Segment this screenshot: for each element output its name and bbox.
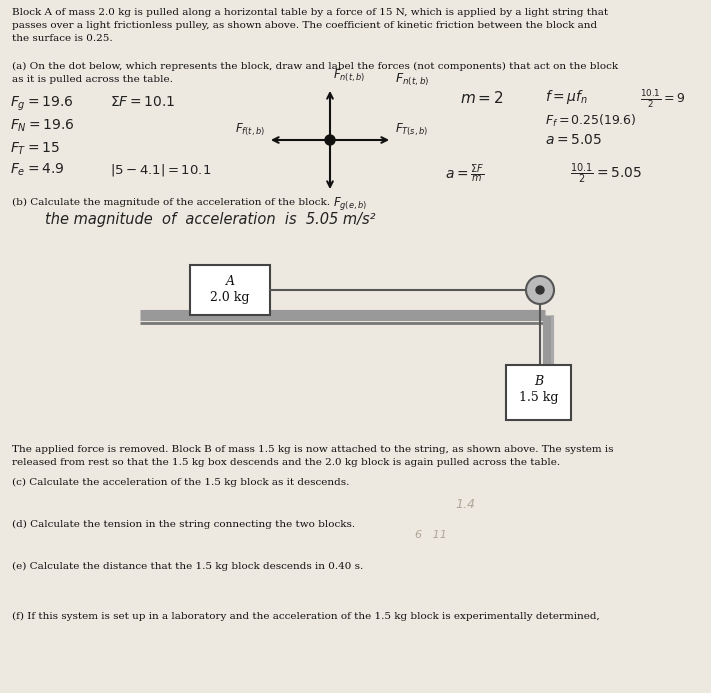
Text: $a = 5.05$: $a = 5.05$ bbox=[545, 133, 602, 147]
Text: $a = \frac{\Sigma F}{m}$: $a = \frac{\Sigma F}{m}$ bbox=[445, 162, 484, 185]
Text: The applied force is removed. Block B of mass 1.5 kg is now attached to the stri: The applied force is removed. Block B of… bbox=[12, 445, 614, 467]
Text: $\Sigma F = 10.1$: $\Sigma F = 10.1$ bbox=[110, 95, 176, 109]
Text: 2.0 kg: 2.0 kg bbox=[210, 291, 250, 304]
Text: A: A bbox=[225, 275, 235, 288]
Bar bbox=[190, 265, 270, 315]
Text: $F_f = 0.25(19.6)$: $F_f = 0.25(19.6)$ bbox=[545, 113, 636, 129]
Circle shape bbox=[325, 135, 335, 145]
Text: $F_{f(t,b)}$: $F_{f(t,b)}$ bbox=[235, 121, 265, 138]
Text: $F_g = 19.6$: $F_g = 19.6$ bbox=[10, 95, 73, 113]
Bar bbox=[506, 365, 571, 420]
Text: (b) Calculate the magnitude of the acceleration of the block.: (b) Calculate the magnitude of the accel… bbox=[12, 198, 330, 207]
Text: $|5 - 4.1| = 10.1$: $|5 - 4.1| = 10.1$ bbox=[110, 162, 211, 178]
Text: $F_N = 19.6$: $F_N = 19.6$ bbox=[10, 118, 75, 134]
Text: $m = 2$: $m = 2$ bbox=[460, 90, 503, 106]
Text: (f) If this system is set up in a laboratory and the acceleration of the 1.5 kg : (f) If this system is set up in a labora… bbox=[12, 612, 600, 621]
Text: the magnitude  of  acceleration  is  5.05 m/s²: the magnitude of acceleration is 5.05 m/… bbox=[45, 212, 375, 227]
Text: (a) On the dot below, which represents the block, draw and label the forces (not: (a) On the dot below, which represents t… bbox=[12, 62, 618, 84]
Text: (d) Calculate the tension in the string connecting the two blocks.: (d) Calculate the tension in the string … bbox=[12, 520, 355, 529]
Text: B: B bbox=[534, 375, 543, 388]
Text: $F_e = 4.9$: $F_e = 4.9$ bbox=[10, 162, 65, 178]
Text: $F_{n(t,b)}$: $F_{n(t,b)}$ bbox=[395, 72, 429, 89]
Text: $F_T = 15$: $F_T = 15$ bbox=[10, 141, 60, 157]
Text: 1.4: 1.4 bbox=[455, 498, 475, 511]
Text: (e) Calculate the distance that the 1.5 kg block descends in 0.40 s.: (e) Calculate the distance that the 1.5 … bbox=[12, 562, 363, 571]
Text: $\frac{10.1}{2} = 9$: $\frac{10.1}{2} = 9$ bbox=[640, 88, 685, 110]
Text: (c) Calculate the acceleration of the 1.5 kg block as it descends.: (c) Calculate the acceleration of the 1.… bbox=[12, 478, 349, 487]
Text: $f = \mu f_n$: $f = \mu f_n$ bbox=[545, 88, 588, 106]
Circle shape bbox=[526, 276, 554, 304]
Circle shape bbox=[536, 286, 544, 294]
Text: Block A of mass 2.0 kg is pulled along a horizontal table by a force of 15 N, wh: Block A of mass 2.0 kg is pulled along a… bbox=[12, 8, 608, 43]
Text: $F_{g(e,b)}$: $F_{g(e,b)}$ bbox=[333, 195, 367, 212]
Text: $F_{n(t,b)}$: $F_{n(t,b)}$ bbox=[333, 68, 365, 84]
Text: 1.5 kg: 1.5 kg bbox=[519, 391, 558, 404]
Text: $F_{T(s,b)}$: $F_{T(s,b)}$ bbox=[395, 121, 428, 138]
Text: 6   11: 6 11 bbox=[415, 530, 447, 540]
Text: $\frac{10.1}{2} = 5.05$: $\frac{10.1}{2} = 5.05$ bbox=[570, 162, 642, 186]
